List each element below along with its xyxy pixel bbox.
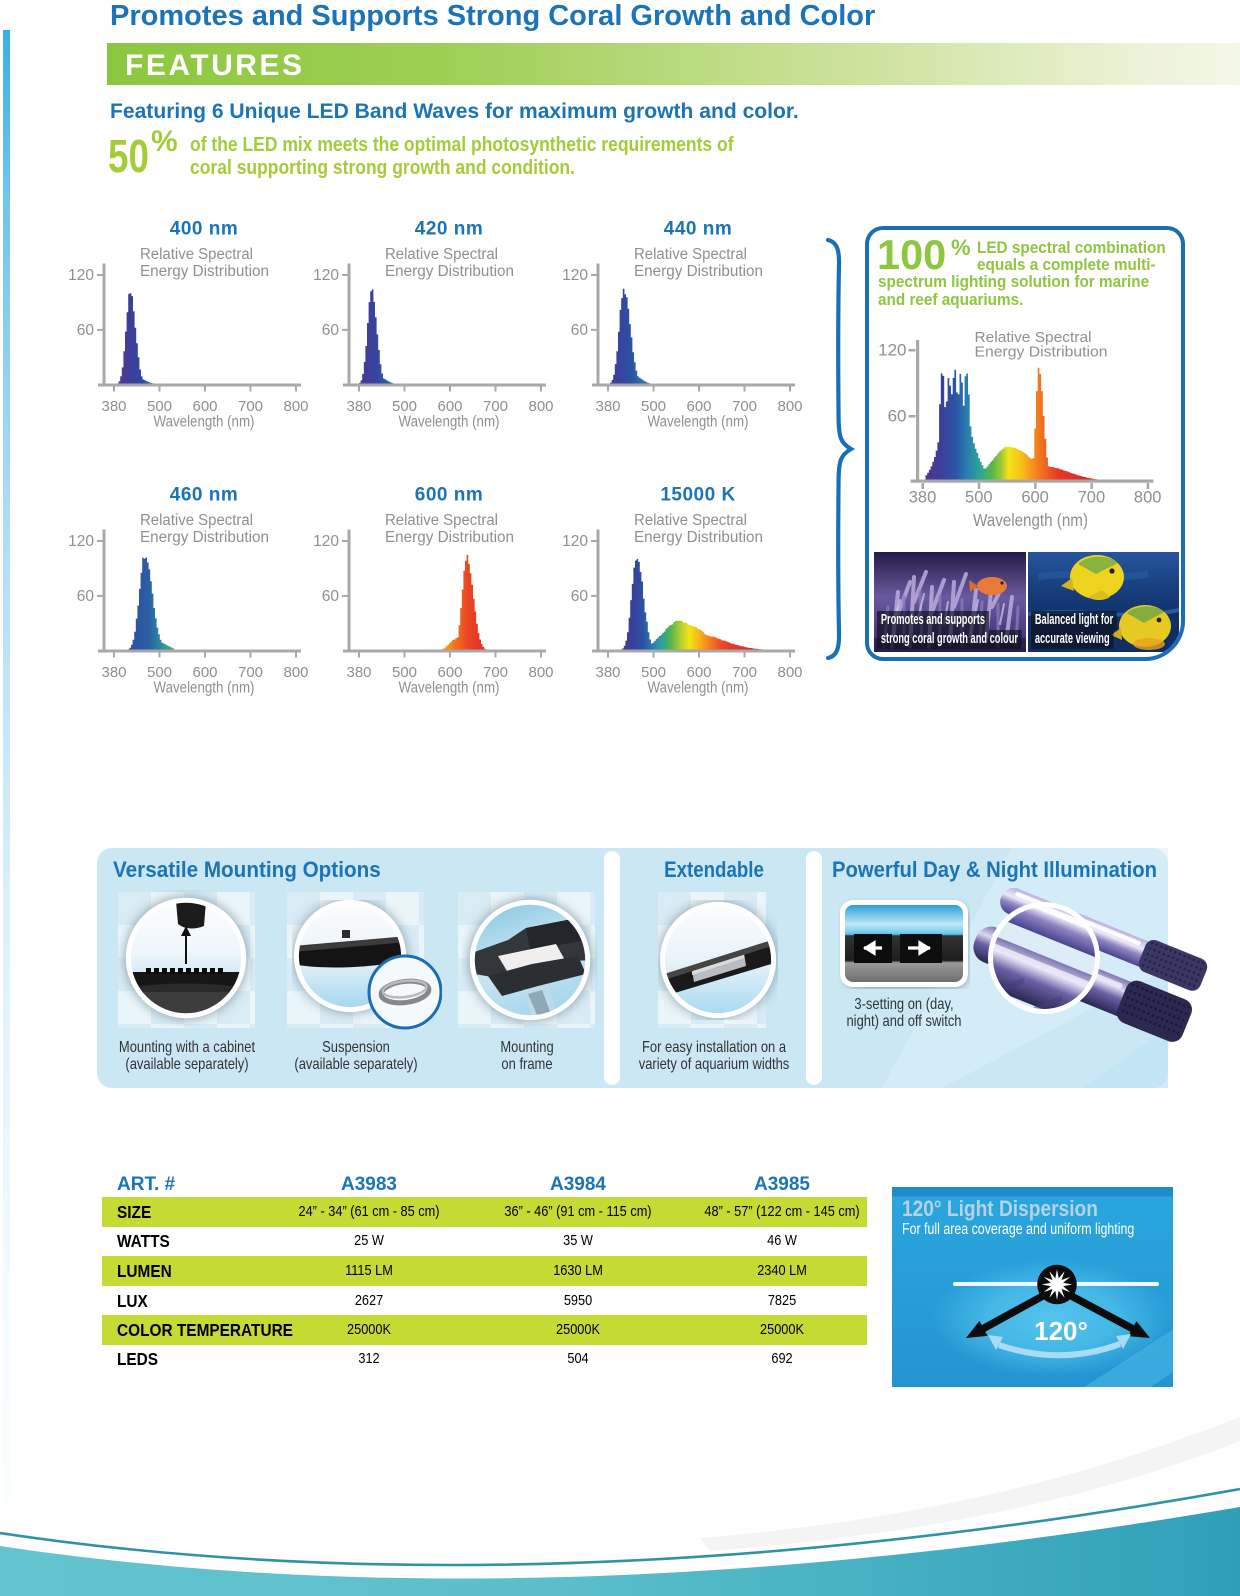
svg-text:380: 380: [346, 664, 371, 681]
svg-text:Relative Spectral: Relative Spectral: [140, 512, 253, 529]
svg-text:600: 600: [686, 398, 711, 415]
svg-text:500: 500: [147, 398, 172, 415]
svg-text:120°: 120°: [1034, 1316, 1088, 1346]
svg-text:700: 700: [483, 664, 508, 681]
svg-text:60: 60: [322, 588, 340, 605]
svg-text:Energy Distribution: Energy Distribution: [385, 529, 514, 546]
svg-text:Wavelength (nm): Wavelength (nm): [399, 414, 500, 431]
svg-text:Wavelength (nm): Wavelength (nm): [154, 414, 255, 431]
svg-text:380: 380: [101, 664, 126, 681]
svg-text:800: 800: [283, 664, 308, 681]
svg-text:380: 380: [909, 489, 937, 507]
svg-text:Energy Distribution: Energy Distribution: [140, 263, 269, 280]
svg-text:60: 60: [322, 322, 340, 339]
svg-text:600: 600: [1021, 489, 1049, 507]
svg-text:700: 700: [732, 664, 757, 681]
svg-text:Energy Distribution: Energy Distribution: [634, 529, 763, 546]
svg-text:440 nm: 440 nm: [664, 219, 732, 240]
svg-text:600: 600: [437, 664, 462, 681]
svg-text:400 nm: 400 nm: [170, 219, 238, 240]
svg-text:800: 800: [528, 664, 553, 681]
svg-text:Relative Spectral: Relative Spectral: [975, 329, 1092, 346]
svg-text:60: 60: [571, 322, 589, 339]
svg-text:380: 380: [595, 664, 620, 681]
svg-text:800: 800: [528, 398, 553, 415]
svg-text:60: 60: [888, 407, 907, 426]
svg-text:Relative Spectral: Relative Spectral: [634, 512, 747, 529]
svg-text:Wavelength (nm): Wavelength (nm): [648, 414, 749, 431]
svg-text:500: 500: [641, 398, 666, 415]
svg-text:120: 120: [562, 533, 588, 550]
svg-text:700: 700: [483, 398, 508, 415]
svg-text:Wavelength (nm): Wavelength (nm): [399, 680, 500, 697]
svg-text:120: 120: [562, 267, 588, 284]
svg-text:Energy Distribution: Energy Distribution: [634, 263, 763, 280]
svg-text:600: 600: [192, 664, 217, 681]
svg-text:700: 700: [732, 398, 757, 415]
svg-text:120: 120: [878, 341, 906, 360]
svg-text:Wavelength (nm): Wavelength (nm): [973, 510, 1088, 530]
svg-text:Energy Distribution: Energy Distribution: [975, 344, 1108, 361]
svg-text:420 nm: 420 nm: [415, 219, 483, 240]
svg-text:500: 500: [965, 489, 993, 507]
svg-text:60: 60: [77, 588, 95, 605]
svg-text:Relative Spectral: Relative Spectral: [385, 512, 498, 529]
svg-text:600 nm: 600 nm: [415, 485, 483, 506]
svg-text:120: 120: [68, 533, 94, 550]
svg-text:600: 600: [192, 398, 217, 415]
svg-text:500: 500: [392, 398, 417, 415]
svg-text:120: 120: [68, 267, 94, 284]
svg-text:800: 800: [283, 398, 308, 415]
svg-text:Wavelength (nm): Wavelength (nm): [648, 680, 749, 697]
svg-text:500: 500: [392, 664, 417, 681]
svg-text:Energy Distribution: Energy Distribution: [140, 529, 269, 546]
svg-text:800: 800: [777, 398, 802, 415]
svg-text:60: 60: [77, 322, 95, 339]
svg-text:600: 600: [437, 398, 462, 415]
svg-text:15000 K: 15000 K: [660, 485, 735, 506]
svg-text:Wavelength (nm): Wavelength (nm): [154, 680, 255, 697]
svg-text:500: 500: [147, 664, 172, 681]
svg-text:460 nm: 460 nm: [170, 485, 238, 506]
svg-text:60: 60: [571, 588, 589, 605]
svg-text:500: 500: [641, 664, 666, 681]
svg-text:380: 380: [346, 398, 371, 415]
svg-text:800: 800: [777, 664, 802, 681]
svg-text:Relative Spectral: Relative Spectral: [140, 246, 253, 263]
svg-text:120: 120: [313, 533, 339, 550]
svg-text:380: 380: [595, 398, 620, 415]
svg-text:700: 700: [1078, 489, 1106, 507]
svg-text:Relative Spectral: Relative Spectral: [634, 246, 747, 263]
svg-text:Energy Distribution: Energy Distribution: [385, 263, 514, 280]
svg-text:700: 700: [238, 398, 263, 415]
svg-text:Relative Spectral: Relative Spectral: [385, 246, 498, 263]
svg-text:700: 700: [238, 664, 263, 681]
svg-text:800: 800: [1134, 489, 1162, 507]
svg-text:600: 600: [686, 664, 711, 681]
svg-text:120: 120: [313, 267, 339, 284]
svg-text:380: 380: [101, 398, 126, 415]
